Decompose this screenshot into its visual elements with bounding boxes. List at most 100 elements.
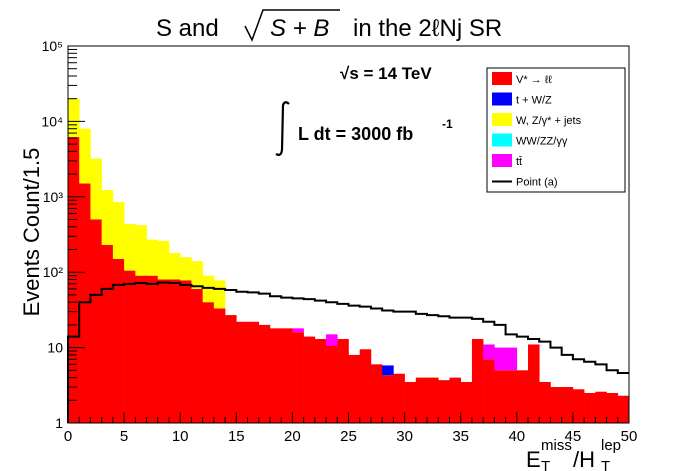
y-tick-label: 10³ <box>43 189 64 205</box>
bar-dy-7 <box>146 275 159 423</box>
x-axis-ticks: 0 5 10 15 20 25 30 35 40 45 50 <box>64 412 637 445</box>
bar-dy-37 <box>483 359 495 423</box>
bar-wz-6 <box>135 225 147 276</box>
bar-dy-1 <box>79 183 91 423</box>
bar-dy-14 <box>225 315 237 423</box>
bar-wz-3 <box>101 190 114 245</box>
bar-wz-5 <box>124 224 136 271</box>
legend-label-dy: V* → ℓℓ <box>516 74 552 86</box>
bar-dy-41 <box>528 344 540 423</box>
bar-tt-23 <box>326 334 338 347</box>
y-tick-label: 10⁵ <box>42 38 63 54</box>
y-tick-label: 10⁴ <box>41 113 63 129</box>
bar-wz-12 <box>202 275 215 303</box>
bar-dy-30 <box>404 381 417 423</box>
bar-dy-47 <box>595 391 607 423</box>
bar-dy-42 <box>539 381 551 423</box>
bar-dy-4 <box>112 258 125 423</box>
x-tick-label: 0 <box>64 428 72 445</box>
lumi-exponent: -1 <box>442 117 453 131</box>
x-axis-label: E T miss /H T lep <box>526 437 621 471</box>
x-axis-label-E: E <box>526 447 541 471</box>
x-axis-label-H-sup: lep <box>601 437 621 454</box>
bar-wz-9 <box>168 252 181 280</box>
bar-dy-0 <box>68 137 80 424</box>
x-axis-label-slash-H: /H <box>573 447 595 471</box>
y-axis-ticks: 1 10 10² 10³ 10⁴ 10⁵ <box>41 38 85 431</box>
bar-dy-43 <box>550 387 562 423</box>
bar-wz-7 <box>146 239 159 276</box>
bar-wz-11 <box>191 261 203 289</box>
bar-dy-44 <box>561 387 574 423</box>
bar-dy-21 <box>303 336 316 423</box>
legend-swatch-top <box>492 92 512 106</box>
energy-annotation: √s = 14 TeV <box>340 64 432 83</box>
bar-dy-32 <box>427 377 439 423</box>
bar-dy-3 <box>101 244 114 423</box>
chart-title: S and S + B in the 2ℓNj SR <box>156 9 502 42</box>
bar-dy-6 <box>135 275 147 423</box>
legend-label-wz: W, Z/γ* + jets <box>516 115 582 127</box>
bar-dy-13 <box>213 308 226 423</box>
bar-dy-31 <box>415 377 428 423</box>
bar-dy-8 <box>157 279 170 423</box>
bar-top-28 <box>382 365 394 376</box>
x-tick-label: 20 <box>284 428 301 445</box>
bar-dy-17 <box>258 324 271 423</box>
bar-dy-12 <box>202 302 215 423</box>
signal-line-group <box>67 281 629 423</box>
y-axis-label: Events Count/1.5 <box>19 148 44 317</box>
legend-swatch-tt <box>492 154 512 167</box>
signal-line <box>67 281 629 423</box>
bar-tt-39 <box>505 347 518 371</box>
bar-dy-28 <box>382 375 394 423</box>
bar-dy-18 <box>269 328 282 423</box>
bar-dy-40 <box>516 370 529 423</box>
bar-dy-39 <box>505 370 518 423</box>
x-tick-label: 30 <box>396 428 413 445</box>
bar-dy-24 <box>337 339 349 423</box>
bar-dy-27 <box>370 364 383 423</box>
bar-dy-38 <box>494 370 506 423</box>
integral-sign <box>275 101 290 156</box>
bar-tt-38 <box>494 347 506 371</box>
histogram-bars <box>68 98 630 424</box>
legend-swatch-dy <box>492 72 512 85</box>
bar-wz-1 <box>79 128 91 184</box>
bar-dy-22 <box>314 339 327 423</box>
bar-dy-25 <box>348 354 361 423</box>
legend: V* → ℓℓ t + W/Z W, Z/γ* + jets WW/ZZ/γγ tt̄ P… <box>486 67 626 193</box>
y-tick-label: 1 <box>55 415 63 431</box>
bar-dy-10 <box>180 280 192 423</box>
x-tick-label: 5 <box>120 428 128 445</box>
bar-dy-2 <box>90 219 102 423</box>
bar-dy-33 <box>438 380 450 423</box>
x-tick-label: 10 <box>172 428 189 445</box>
x-axis-label-E-sub: T <box>541 458 550 471</box>
x-tick-label: 45 <box>565 428 582 445</box>
x-tick-label: 40 <box>508 428 525 445</box>
legend-label-signal: Point (a) <box>516 177 558 189</box>
bar-wz-4 <box>112 202 125 259</box>
legend-label-tt: tt̄ <box>516 156 522 168</box>
bar-dy-26 <box>359 349 372 423</box>
bar-dy-16 <box>247 321 260 423</box>
bar-dy-34 <box>449 377 461 423</box>
bar-dy-48 <box>606 392 619 423</box>
legend-swatch-wz <box>492 113 512 126</box>
x-tick-label: 15 <box>228 428 245 445</box>
bar-dy-15 <box>236 321 248 423</box>
title-suffix: in the 2ℓNj SR <box>353 15 502 42</box>
bar-dy-35 <box>460 381 473 423</box>
y-tick-label: 10 <box>47 340 63 356</box>
bar-wz-2 <box>90 158 102 220</box>
bar-dy-23 <box>326 346 338 423</box>
title-prefix: S and <box>156 15 219 42</box>
bar-dy-19 <box>281 328 293 423</box>
bar-dy-20 <box>292 332 304 423</box>
legend-swatch-vv <box>492 133 512 147</box>
x-tick-label: 35 <box>452 428 469 445</box>
bar-tt-20 <box>292 328 304 333</box>
x-axis-label-H-sub: T <box>601 458 610 471</box>
